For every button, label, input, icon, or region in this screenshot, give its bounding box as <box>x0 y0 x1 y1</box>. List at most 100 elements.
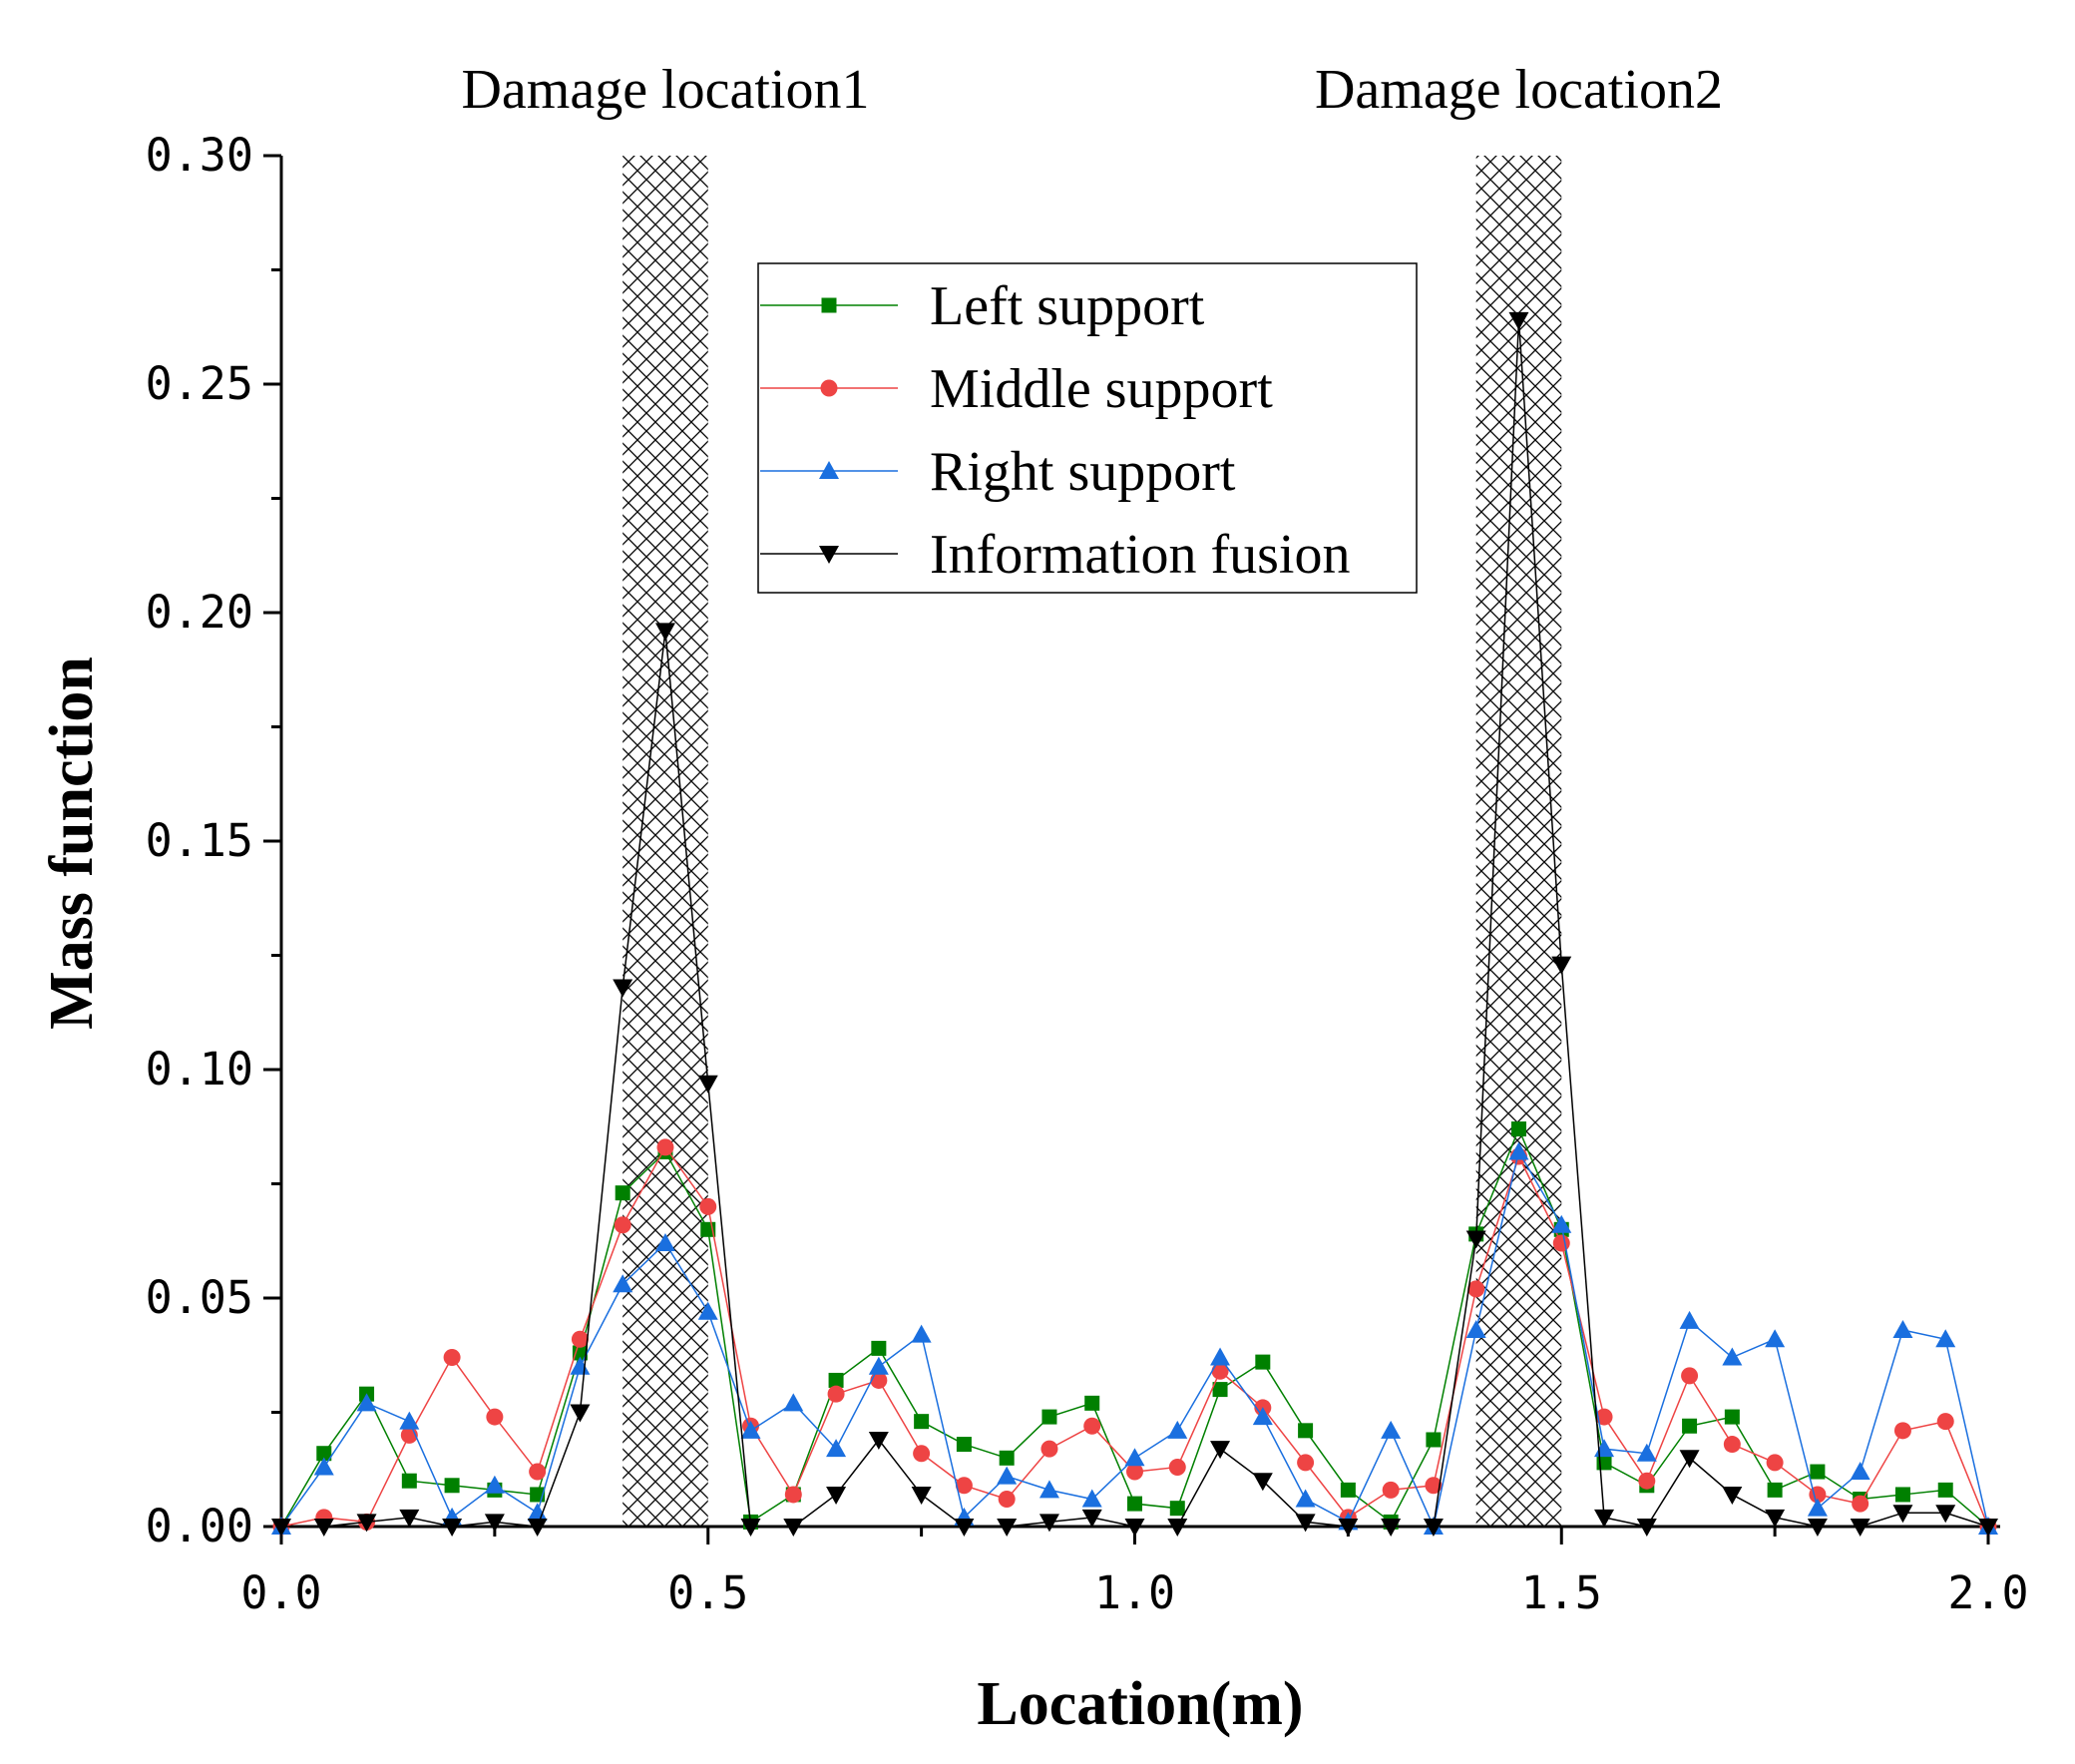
data-point-right-support <box>1807 1498 1828 1517</box>
data-point-information-fusion <box>1807 1519 1828 1537</box>
data-point-left-support <box>1340 1482 1356 1498</box>
x-tick-label: 1.5 <box>1521 1566 1602 1619</box>
data-point-information-fusion <box>1167 1519 1188 1537</box>
data-point-information-fusion <box>1892 1505 1913 1524</box>
data-point-middle-support <box>1552 1234 1570 1252</box>
legend-box <box>757 262 1418 594</box>
legend-label-right-support: Right support <box>930 441 1236 503</box>
data-point-information-fusion <box>1210 1441 1231 1460</box>
legend-label-left-support: Left support <box>930 275 1205 337</box>
data-point-right-support <box>1551 1214 1572 1233</box>
data-point-middle-support <box>1126 1463 1143 1481</box>
x-axis-title: Location(m) <box>977 1670 1303 1738</box>
data-point-left-support <box>1084 1395 1100 1411</box>
legend-label-information-fusion: Information fusion <box>930 524 1350 586</box>
data-point-right-support <box>1081 1489 1102 1508</box>
data-point-middle-support <box>1168 1458 1186 1476</box>
data-point-middle-support <box>486 1408 504 1426</box>
data-point-middle-support <box>1638 1472 1656 1490</box>
data-point-left-support <box>1937 1482 1953 1498</box>
data-point-left-support <box>871 1340 887 1356</box>
data-point-right-support <box>826 1439 847 1458</box>
series-information-fusion <box>271 311 1998 1537</box>
data-point-middle-support <box>1936 1413 1954 1431</box>
y-tick-label: 0.05 <box>146 1271 253 1324</box>
data-point-information-fusion <box>613 979 633 998</box>
data-point-information-fusion <box>868 1431 889 1450</box>
data-point-information-fusion <box>442 1519 463 1537</box>
data-point-right-support <box>1765 1329 1786 1348</box>
data-point-right-support <box>1850 1462 1870 1481</box>
data-point-middle-support <box>955 1477 973 1495</box>
x-tick-label: 0.5 <box>667 1566 748 1619</box>
data-point-right-support <box>997 1466 1018 1485</box>
data-point-information-fusion <box>313 1519 334 1537</box>
data-point-right-support <box>1252 1407 1273 1426</box>
data-point-information-fusion <box>740 1519 761 1537</box>
data-point-information-fusion <box>954 1519 975 1537</box>
data-point-right-support <box>1465 1320 1486 1339</box>
data-point-right-support <box>1210 1347 1231 1366</box>
data-point-left-support <box>1426 1432 1442 1448</box>
data-point-information-fusion <box>1935 1505 1956 1524</box>
data-point-left-support <box>1682 1418 1698 1434</box>
axis-ticks: 0.00 0.05 0.10 0.15 0.20 0.25 0.30 0.0 0.5 1.0 1.5… <box>146 129 2029 1619</box>
data-point-information-fusion <box>1465 1230 1486 1249</box>
legend-marker-right-support <box>819 461 839 479</box>
data-point-middle-support <box>656 1138 674 1156</box>
x-tick-label: 2.0 <box>1947 1566 2028 1619</box>
data-point-information-fusion <box>1381 1519 1402 1537</box>
data-point-right-support <box>313 1457 334 1476</box>
data-point-left-support <box>1255 1354 1271 1370</box>
data-point-middle-support <box>1766 1454 1784 1472</box>
data-point-right-support <box>697 1301 718 1320</box>
data-point-information-fusion <box>1038 1514 1059 1533</box>
data-point-information-fusion <box>1508 311 1529 330</box>
data-point-right-support <box>654 1233 675 1252</box>
data-point-left-support <box>1767 1482 1783 1498</box>
data-point-middle-support <box>443 1349 461 1367</box>
data-point-left-support <box>1510 1121 1526 1137</box>
damage-zone-1 <box>622 156 708 1527</box>
damage-zone-label-1: Damage location1 <box>461 59 869 121</box>
data-point-information-fusion <box>1551 956 1572 975</box>
data-point-middle-support <box>827 1385 845 1403</box>
damage-zones: Damage location1 Damage location2 <box>461 59 1723 1527</box>
x-tick-label: 0.0 <box>240 1566 321 1619</box>
legend-marker-information-fusion <box>819 546 839 564</box>
y-axis-title: Mass function <box>38 657 106 1030</box>
y-tick-label: 0.20 <box>146 586 253 639</box>
data-point-information-fusion <box>1295 1514 1316 1533</box>
data-point-right-support <box>484 1475 505 1494</box>
data-point-middle-support <box>1040 1440 1058 1458</box>
data-point-right-support <box>1167 1420 1188 1439</box>
data-point-information-fusion <box>997 1519 1018 1537</box>
data-point-middle-support <box>699 1197 717 1215</box>
data-point-middle-support <box>1852 1495 1869 1513</box>
data-point-information-fusion <box>1338 1519 1359 1537</box>
data-point-middle-support <box>1467 1280 1485 1298</box>
data-point-left-support <box>1894 1487 1910 1503</box>
data-point-information-fusion <box>1722 1486 1743 1505</box>
data-point-middle-support <box>784 1486 802 1504</box>
data-point-information-fusion <box>697 1075 718 1094</box>
data-point-information-fusion <box>527 1519 548 1537</box>
data-point-left-support <box>1724 1409 1740 1425</box>
data-point-information-fusion <box>1636 1519 1657 1537</box>
y-tick-label: 0.25 <box>146 357 253 410</box>
data-point-information-fusion <box>399 1509 420 1528</box>
data-point-middle-support <box>1382 1481 1400 1499</box>
data-point-right-support <box>399 1411 420 1430</box>
data-point-right-support <box>1935 1329 1956 1348</box>
data-point-middle-support <box>614 1216 631 1234</box>
data-point-right-support <box>740 1420 761 1439</box>
data-point-information-fusion <box>570 1404 591 1423</box>
data-point-left-support <box>444 1478 460 1494</box>
data-point-information-fusion <box>654 623 675 642</box>
data-point-right-support <box>1295 1489 1316 1508</box>
data-point-information-fusion <box>1081 1509 1102 1528</box>
x-tick-label: 1.0 <box>1094 1566 1175 1619</box>
data-point-information-fusion <box>1252 1473 1273 1492</box>
data-point-information-fusion <box>1423 1519 1444 1537</box>
data-point-right-support <box>1722 1347 1743 1366</box>
